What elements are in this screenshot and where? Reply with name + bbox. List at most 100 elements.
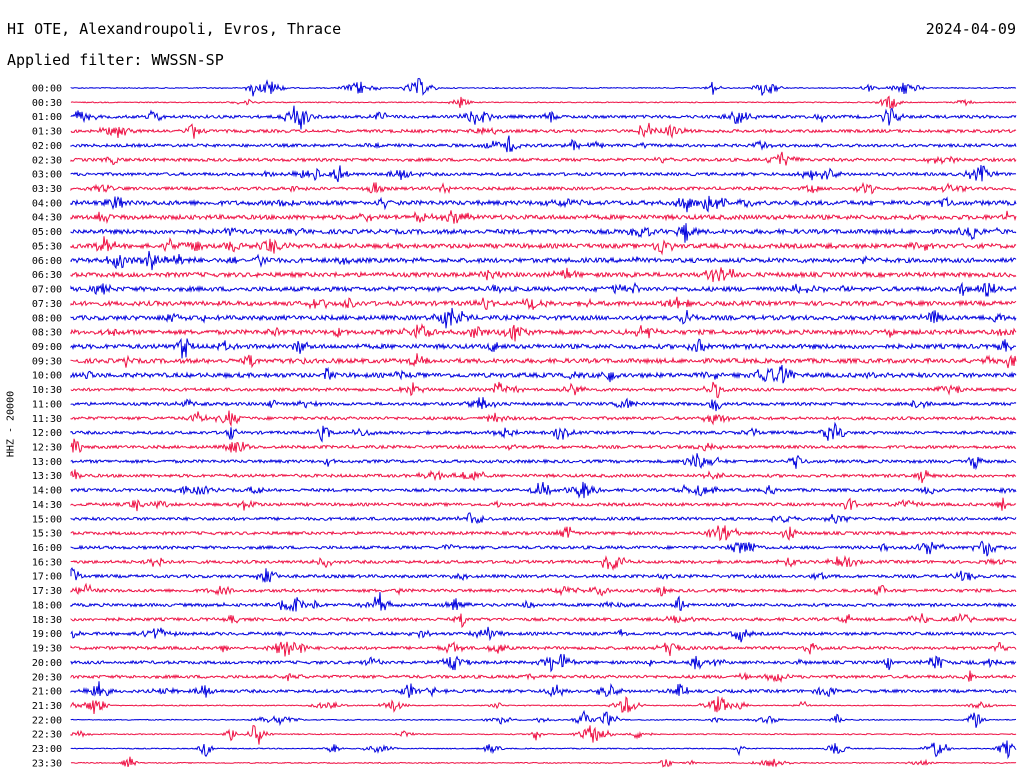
time-tick-label: 23:30 bbox=[32, 758, 62, 769]
seismic-trace bbox=[70, 267, 1017, 283]
time-tick-label: 12:30 bbox=[32, 443, 62, 454]
seismic-trace bbox=[70, 353, 1017, 369]
seismic-trace bbox=[70, 105, 1017, 130]
time-tick-label: 02:00 bbox=[32, 141, 62, 152]
time-tick-label: 04:30 bbox=[32, 213, 62, 224]
date-label: 2024-04-09 bbox=[925, 20, 1016, 38]
time-tick-label: 10:00 bbox=[32, 371, 62, 382]
seismic-trace bbox=[70, 670, 1017, 683]
time-tick-label: 14:00 bbox=[32, 486, 62, 497]
seismic-trace bbox=[70, 151, 1017, 166]
time-tick-label: 16:30 bbox=[32, 557, 62, 568]
time-tick-label: 19:00 bbox=[32, 629, 62, 640]
time-tick-label: 21:00 bbox=[32, 687, 62, 698]
seismic-trace bbox=[70, 135, 1017, 153]
filter-label: Applied filter: WWSSN-SP bbox=[7, 51, 224, 69]
time-tick-label: 03:30 bbox=[32, 184, 62, 195]
time-tick-label: 01:00 bbox=[32, 112, 62, 123]
seismic-trace bbox=[70, 554, 1017, 571]
time-tick-label: 08:30 bbox=[32, 328, 62, 339]
seismic-trace bbox=[70, 95, 1017, 109]
seismic-trace bbox=[70, 77, 1017, 97]
time-tick-label: 11:30 bbox=[32, 414, 62, 425]
time-tick-label: 00:30 bbox=[32, 98, 62, 109]
seismic-trace bbox=[70, 438, 1017, 453]
seismic-trace bbox=[70, 410, 1017, 427]
seismic-trace bbox=[70, 582, 1017, 597]
seismic-trace bbox=[70, 296, 1017, 311]
time-tick-label: 00:00 bbox=[32, 84, 62, 95]
seismic-trace bbox=[70, 223, 1017, 243]
seismic-trace bbox=[70, 236, 1017, 256]
time-tick-label: 12:00 bbox=[32, 428, 62, 439]
time-tick-label: 01:30 bbox=[32, 127, 62, 138]
time-tick-label: 09:30 bbox=[32, 356, 62, 367]
time-tick-label: 06:00 bbox=[32, 256, 62, 267]
time-tick-label: 13:30 bbox=[32, 471, 62, 482]
seismic-trace bbox=[70, 210, 1017, 225]
seismic-trace bbox=[70, 681, 1017, 698]
seismic-trace bbox=[70, 756, 1017, 768]
time-tick-label: 18:30 bbox=[32, 615, 62, 626]
seismic-trace bbox=[70, 337, 1017, 359]
time-tick-label: 15:00 bbox=[32, 514, 62, 525]
seismic-trace bbox=[70, 525, 1017, 542]
seismic-trace bbox=[70, 612, 1017, 629]
seismic-trace bbox=[70, 469, 1017, 484]
seismic-trace bbox=[70, 381, 1017, 399]
time-tick-label: 17:00 bbox=[32, 572, 62, 583]
station-title: HI OTE, Alexandroupoli, Evros, Thrace bbox=[7, 20, 342, 38]
time-tick-label: 05:00 bbox=[32, 227, 62, 238]
seismic-trace bbox=[70, 250, 1017, 271]
seismic-trace bbox=[70, 165, 1017, 183]
time-tick-label: 18:00 bbox=[32, 600, 62, 611]
time-tick-label: 05:30 bbox=[32, 241, 62, 252]
time-tick-label: 10:30 bbox=[32, 385, 62, 396]
seismic-trace bbox=[70, 195, 1017, 213]
time-tick-label: 03:00 bbox=[32, 170, 62, 181]
time-tick-label: 11:00 bbox=[32, 399, 62, 410]
seismic-trace bbox=[70, 307, 1017, 329]
time-tick-label: 09:00 bbox=[32, 342, 62, 353]
seismic-trace bbox=[70, 397, 1017, 412]
seismic-trace bbox=[70, 281, 1017, 297]
time-tick-label: 23:00 bbox=[32, 744, 62, 755]
time-tick-label: 04:00 bbox=[32, 198, 62, 209]
seismic-trace bbox=[70, 323, 1017, 342]
seismic-trace bbox=[70, 122, 1017, 139]
time-tick-label: 16:00 bbox=[32, 543, 62, 554]
seismic-trace bbox=[70, 481, 1017, 499]
seismic-trace bbox=[70, 497, 1017, 512]
time-tick-label: 07:00 bbox=[32, 285, 62, 296]
time-tick-label: 17:30 bbox=[32, 586, 62, 597]
seismic-trace bbox=[70, 540, 1017, 557]
time-tick-label: 13:00 bbox=[32, 457, 62, 468]
time-tick-label: 20:00 bbox=[32, 658, 62, 669]
time-tick-label: 22:00 bbox=[32, 715, 62, 726]
seismic-trace bbox=[70, 641, 1017, 657]
seismic-trace bbox=[70, 725, 1017, 745]
time-tick-label: 19:30 bbox=[32, 644, 62, 655]
seismic-trace bbox=[70, 592, 1017, 612]
seismic-trace bbox=[70, 740, 1017, 760]
time-tick-label: 15:30 bbox=[32, 529, 62, 540]
time-tick-label: 07:30 bbox=[32, 299, 62, 310]
time-tick-label: 20:30 bbox=[32, 672, 62, 683]
seismic-trace bbox=[70, 453, 1017, 471]
time-tick-label: 08:00 bbox=[32, 313, 62, 324]
seismic-trace bbox=[70, 709, 1017, 728]
time-tick-label: 21:30 bbox=[32, 701, 62, 712]
seismic-trace bbox=[70, 696, 1017, 715]
seismic-trace bbox=[70, 567, 1017, 583]
time-tick-label: 06:30 bbox=[32, 270, 62, 281]
seismic-trace bbox=[70, 626, 1017, 643]
time-tick-label: 02:30 bbox=[32, 155, 62, 166]
seismic-trace bbox=[70, 421, 1017, 443]
seismic-trace bbox=[70, 181, 1017, 195]
time-tick-label: 22:30 bbox=[32, 730, 62, 741]
seismic-trace bbox=[70, 653, 1017, 673]
seismic-trace bbox=[70, 364, 1017, 384]
seismic-trace bbox=[70, 512, 1017, 525]
time-tick-label: 14:30 bbox=[32, 500, 62, 511]
